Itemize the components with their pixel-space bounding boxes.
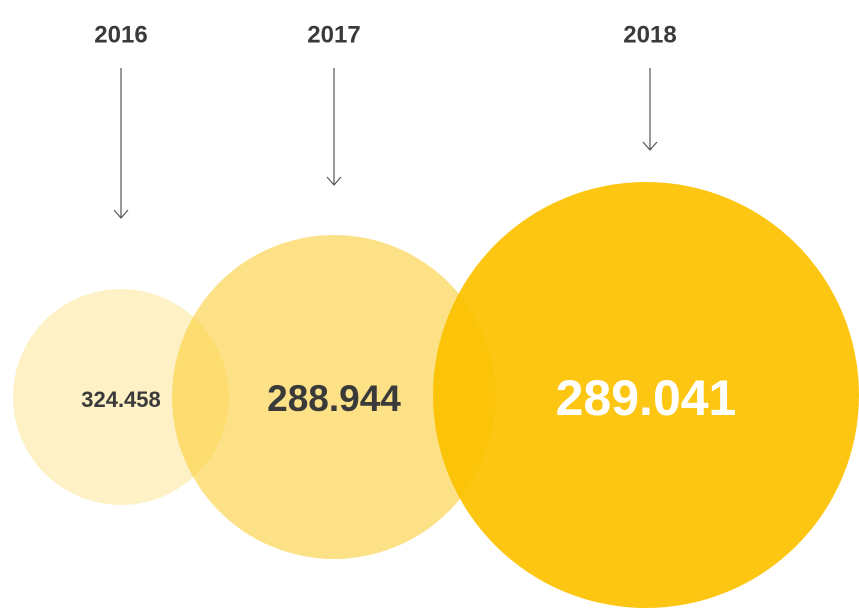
arrow: [326, 68, 342, 186]
circle-2016: [13, 289, 229, 505]
circle-2017: [172, 235, 496, 559]
year-label: 2016: [94, 21, 147, 48]
year-label: 2018: [623, 21, 676, 48]
arrow: [113, 68, 129, 219]
arrow: [642, 68, 658, 151]
year-label: 2017: [307, 21, 360, 48]
value-label: 288.944: [267, 378, 401, 419]
value-label: 324.458: [81, 387, 161, 412]
value-label: 289.041: [556, 370, 737, 426]
circle-2018: [433, 182, 859, 608]
